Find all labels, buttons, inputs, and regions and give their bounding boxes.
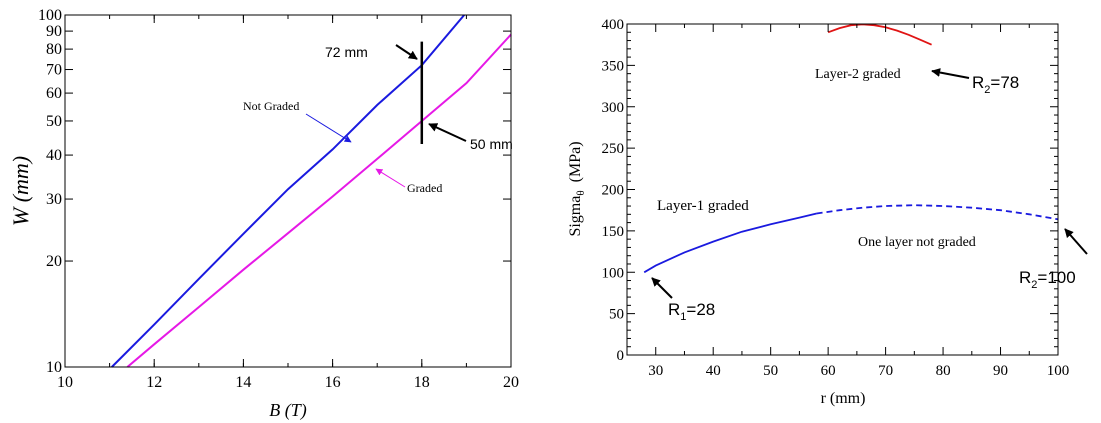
- left-xtick-label: 16: [325, 374, 341, 391]
- left-plot-frame: [64, 14, 512, 368]
- right-xtick-label: 100: [1047, 363, 1070, 379]
- left-xtick-label: 10: [57, 374, 73, 391]
- right-series-layer1-graded-line: [643, 212, 817, 274]
- r2-100-letter: R: [1019, 268, 1031, 287]
- r1-28-letter: R: [668, 300, 680, 319]
- chart-right: 30 40 50 60 70 80 90 100 0 50 100 150 200 250 300 350 40…: [567, 17, 1088, 407]
- right-ylabel-sub: θ: [575, 190, 587, 195]
- label-graded-pointer: [375, 168, 406, 188]
- right-series-layer2-graded-line: [827, 23, 932, 46]
- right-xtick-label: 30: [648, 363, 663, 379]
- right-ytick-label: 50: [609, 307, 624, 323]
- r2-78-value: =78: [990, 73, 1019, 92]
- annotation-72mm-arrow: [395, 44, 418, 60]
- label-layer1-graded: Layer-1 graded: [657, 198, 749, 214]
- right-ylabel-main: Sigma: [567, 196, 584, 237]
- right-ytick-label: 200: [602, 183, 625, 199]
- right-xtick-label: 50: [763, 363, 778, 379]
- left-series-not-graded-line: [111, 14, 465, 368]
- right-ylabel-unit: (MPa): [567, 141, 584, 182]
- right-ytick-label: 300: [602, 100, 625, 116]
- annotation-r2-78-arrow: [931, 68, 970, 79]
- left-ytick-label: 20: [46, 253, 62, 270]
- annotation-72mm: 72 mm: [325, 44, 368, 60]
- label-one-layer-not-graded: One layer not graded: [858, 235, 976, 250]
- right-series-one-layer-not-graded-line: [816, 204, 1059, 221]
- left-xtick-label: 18: [414, 374, 430, 391]
- right-ytick-label: 400: [602, 17, 625, 33]
- annotation-50mm-arrow: [428, 123, 467, 142]
- annotation-r2-100-arrow: [1064, 228, 1088, 255]
- right-xtick-label: 90: [993, 363, 1008, 379]
- right-ylabel: Sigmaθ (MPa): [567, 141, 587, 236]
- annotation-r2-100: R2=100: [1019, 268, 1076, 291]
- r1-28-sub: 1: [680, 311, 686, 323]
- left-xtick-label: 12: [146, 374, 162, 391]
- right-series-layer: [643, 23, 1059, 274]
- label-not-graded: Not Graded: [243, 99, 299, 113]
- annotation-r2-78: R2=78: [972, 73, 1019, 96]
- right-xtick-label: 70: [878, 363, 893, 379]
- right-ytick-label: 100: [602, 265, 625, 281]
- left-ytick-label: 40: [46, 147, 62, 164]
- left-series-layer: [111, 14, 512, 368]
- left-ylabel: W (mm): [8, 156, 33, 226]
- label-not-graded-pointer: [305, 113, 352, 143]
- left-series-graded-line: [126, 33, 512, 368]
- right-ytick-label: 150: [602, 224, 625, 240]
- right-xtick-label: 40: [706, 363, 721, 379]
- left-ytick-label: 50: [46, 113, 62, 130]
- left-ticks: [64, 14, 512, 368]
- r2-100-sub: 2: [1031, 279, 1037, 291]
- label-layer2-graded: Layer-2 graded: [815, 67, 901, 82]
- r2-78-sub: 2: [984, 84, 990, 96]
- annotation-r1-28-arrow: [651, 277, 673, 299]
- right-ytick-label: 350: [602, 58, 625, 74]
- right-ytick-label: 0: [617, 348, 625, 364]
- r2-78-letter: R: [972, 73, 984, 92]
- left-ytick-label: 90: [46, 23, 62, 40]
- left-ytick-label: 60: [46, 85, 62, 102]
- left-ytick-label: 10: [46, 359, 62, 376]
- left-ytick-label: 30: [46, 191, 62, 208]
- left-xtick-label: 20: [503, 374, 519, 391]
- left-xlabel: B (T): [269, 400, 307, 421]
- left-xtick-label: 14: [235, 374, 251, 391]
- annotation-r1-28: R1=28: [668, 300, 715, 323]
- right-xlabel: r (mm): [821, 390, 866, 407]
- r1-28-value: =28: [686, 300, 715, 319]
- right-tick-labels: 30 40 50 60 70 80 90 100 0 50 100 150 200 250 300 350 40…: [602, 17, 1070, 379]
- right-ticks: [626, 23, 1059, 356]
- left-ytick-label: 70: [46, 62, 62, 79]
- annotation-50mm: 50 mm: [470, 136, 513, 152]
- right-xtick-label: 80: [936, 363, 951, 379]
- right-xtick-label: 60: [821, 363, 836, 379]
- r2-100-value: =100: [1037, 268, 1075, 287]
- left-ytick-label: 80: [46, 41, 62, 58]
- right-ytick-label: 250: [602, 141, 625, 157]
- left-ytick-label: 100: [38, 7, 62, 24]
- label-graded: Graded: [407, 181, 442, 195]
